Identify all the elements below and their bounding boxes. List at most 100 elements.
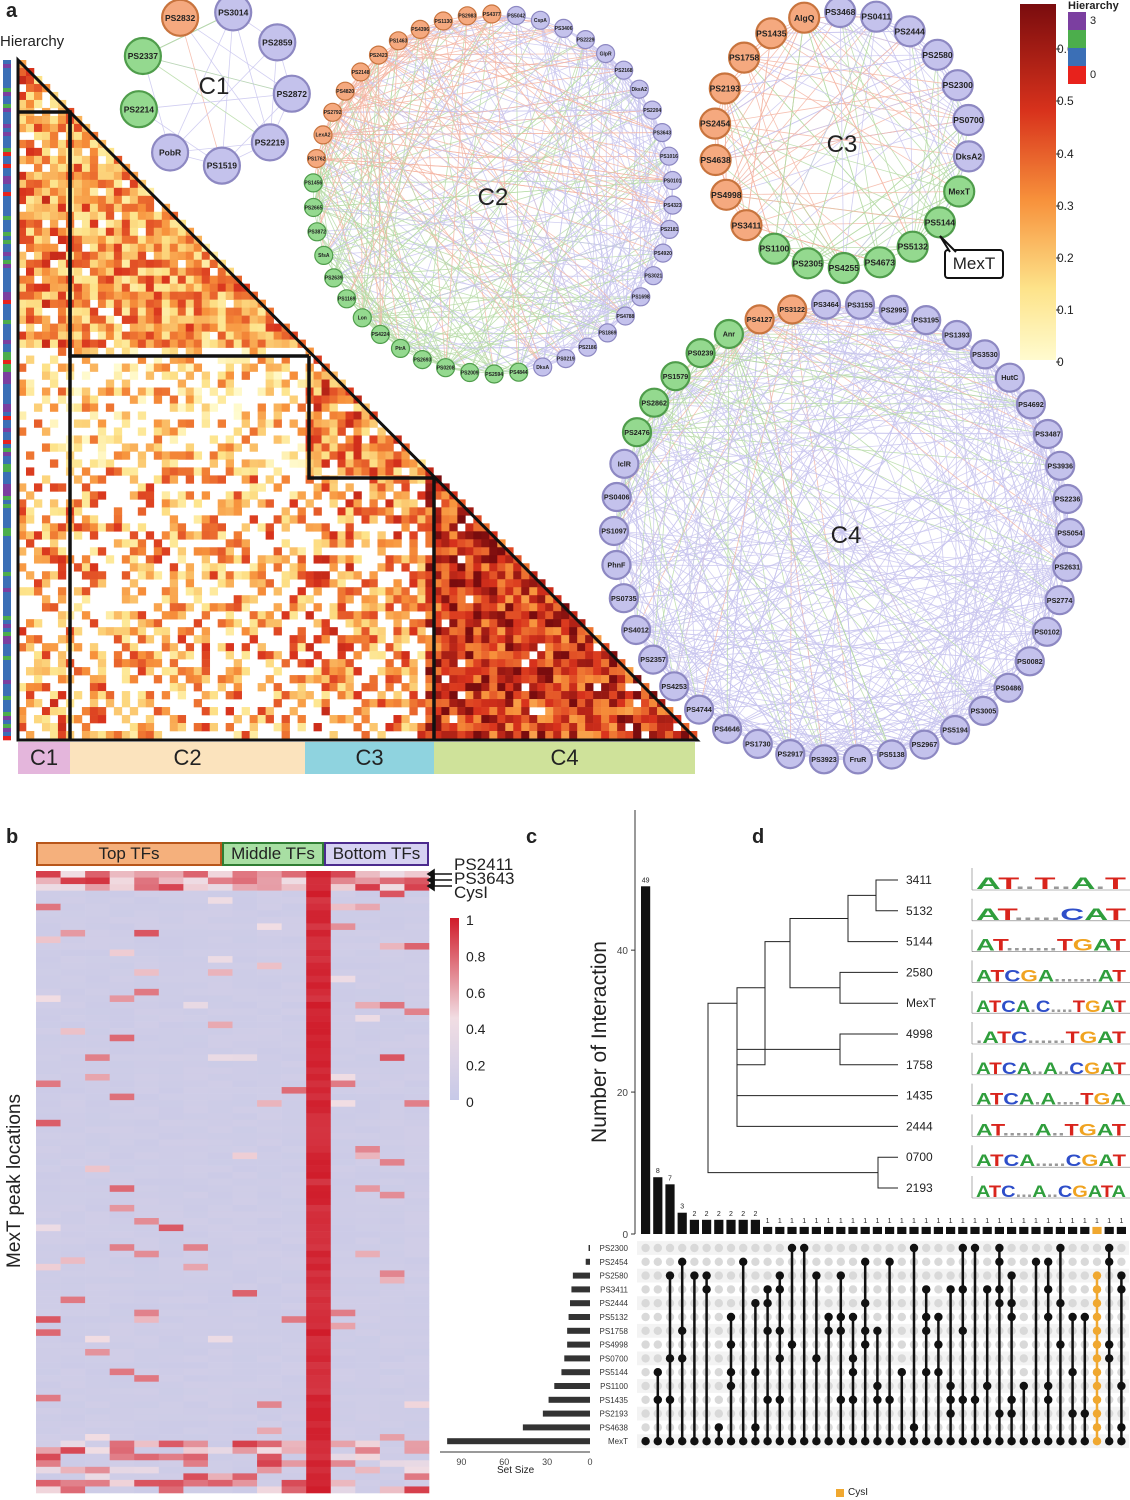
peak-cell [85,1126,110,1134]
heatmap-cell [225,619,234,628]
heatmap-cell [97,339,107,348]
peak-cell [158,988,184,996]
heatmap-cell [457,547,466,556]
heatmap-cell [105,227,115,237]
peak-cell [281,1021,307,1029]
heatmap-cell [137,291,147,300]
heatmap-cell [369,675,378,684]
heatmap-cell [25,115,35,125]
heatmap-cell [145,659,155,668]
heatmap-cell [537,603,546,612]
heatmap-cell [345,499,354,508]
header-middle-tfs: Middle TFs [222,842,324,866]
heatmap-cell [313,379,322,388]
heatmap-cell [241,411,250,420]
heatmap-cell [497,731,506,740]
peak-cell [36,988,61,996]
peak-cell [134,1106,160,1114]
peak-cell [109,1257,135,1265]
heatmap-cell [161,667,171,676]
heatmap-cell [169,587,179,596]
peak-cell [36,936,61,944]
peak-cell [281,982,307,990]
heatmap-cell [249,467,258,476]
heatmap-cell [481,587,490,596]
heatmap-cell [353,667,362,676]
heatmap-cell [633,707,642,716]
heatmap-cell [41,339,51,348]
peak-cell [404,1132,430,1140]
heatmap-cell [473,603,482,612]
heatmap-cell [97,683,107,692]
heatmap-cell [25,355,35,364]
network-edge [725,17,805,195]
heatmap-cell [33,483,43,492]
heatmap-cell [553,659,562,668]
triangle-heatmap [3,56,701,742]
network-node-label: PS2305 [793,258,824,268]
heatmap-cell [209,531,219,540]
peak-cell [60,890,86,898]
heatmap-cell [553,699,562,708]
heatmap-cell [345,643,354,652]
network-node [909,729,940,760]
heatmap-cell [113,427,123,436]
heatmap-cell [537,651,546,660]
heatmap-cell [209,299,219,308]
peak-cell [207,1126,233,1134]
peak-cell [134,1185,160,1193]
heatmap-cell [57,323,67,332]
peak-cell [306,949,332,957]
heatmap-cell [145,731,155,740]
heatmap-cell [137,211,147,221]
heatmap-cell [49,323,59,332]
peak-cell [355,1067,381,1075]
heatmap-cell [433,603,442,612]
heatmap-cell [393,619,402,628]
heatmap-cell [521,723,530,732]
network-node-label: PS3406 [555,26,573,32]
heatmap-cell [361,443,370,452]
heatmap-cell [89,251,99,261]
peak-cell [207,1034,233,1042]
heatmap-cell [169,515,179,524]
heatmap-cell [49,507,59,516]
heatmap-cell [137,331,147,340]
heatmap-cell [41,595,51,604]
heatmap-cell [177,611,187,620]
peak-cell [36,1113,61,1121]
hierarchy-strip-cell [3,168,11,173]
heatmap-cell [73,179,83,189]
heatmap-cell [121,595,131,604]
heatmap-cell [505,691,514,700]
network-node [306,149,327,169]
heatmap-cell [113,235,123,245]
hierarchy-strip-cell [3,472,11,477]
network-edge [616,465,1061,566]
network-edge [757,377,1011,745]
network-edge [728,333,1060,601]
heatmap-cell [225,611,234,620]
peak-cell [60,1204,86,1212]
peak-cell [379,1041,405,1049]
peak-cell [158,1008,184,1016]
network-edge [771,32,970,157]
cluster-label-c1: C1 [29,745,59,770]
heatmap-cell [153,451,163,460]
peak-cell [379,1008,405,1016]
heatmap-cell [569,731,578,740]
heatmap-cell [18,283,27,292]
peak-cell [36,975,61,983]
peak-cell [232,1191,258,1199]
colorbar-tick-label: 0.4 [1057,147,1074,161]
heatmap-cell [337,467,346,476]
peak-cell [183,884,209,891]
peak-cell [183,1204,209,1212]
peak-cell [183,1093,209,1101]
network-edge [726,194,808,264]
heatmap-cell [481,627,490,636]
peak-cell [36,1224,61,1232]
network-node [939,714,971,746]
network-node [713,318,745,350]
network-node [388,31,408,51]
